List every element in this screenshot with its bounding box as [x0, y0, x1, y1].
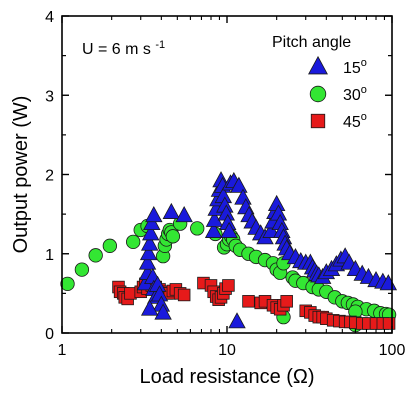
data-point-circle	[88, 248, 103, 263]
y-tick-label: 1	[45, 247, 54, 264]
legend-marker-circle	[309, 85, 327, 103]
y-tick-label: 0	[45, 326, 54, 343]
wind-speed-unit-exponent: -1	[155, 39, 165, 51]
wind-speed-text: U = 6 m s	[82, 41, 151, 58]
x-tick-label: 10	[218, 342, 236, 359]
data-point-circle	[60, 276, 75, 292]
y-axis-label: Output power (W)	[10, 96, 32, 254]
data-point-square	[242, 295, 255, 308]
data-point-triangle	[138, 253, 157, 270]
data-point-triangle	[262, 221, 280, 238]
axis-ticks	[61, 15, 393, 334]
y-tick-label: 3	[45, 88, 54, 105]
data-point-circle	[190, 221, 205, 236]
y-tick-label: 4	[45, 9, 54, 26]
series-triangle	[136, 171, 398, 329]
data-point-triangle	[228, 312, 246, 329]
data-point-triangle	[220, 221, 238, 238]
data-point-circle	[74, 262, 90, 277]
legend-label-value: 30	[343, 87, 361, 104]
wind-speed-annotation: U = 6 m s -1	[82, 39, 165, 58]
data-point-triangle	[140, 234, 159, 251]
data-point-triangle	[162, 202, 181, 219]
data-point-square	[222, 279, 235, 292]
legend-label-degree: o	[361, 111, 367, 123]
data-point-triangle	[204, 221, 223, 238]
legend-marker-triangle	[308, 55, 328, 75]
legend-title: Pitch angle	[272, 34, 351, 51]
legend-label: 45o	[343, 111, 367, 131]
x-axis-label: Load resistance (Ω)	[139, 366, 314, 388]
data-point-square	[177, 288, 191, 302]
data-point-triangle	[145, 206, 163, 223]
legend-label-degree: o	[361, 57, 367, 69]
legend-label-value: 45	[343, 114, 361, 131]
data-point-triangle	[230, 176, 248, 193]
y-tick-label: 2	[45, 168, 54, 185]
data-point-triangle	[139, 244, 158, 261]
data-point-circle	[165, 229, 181, 244]
legend-label: 30o	[343, 84, 367, 104]
data-point-circle	[102, 238, 118, 253]
legend-marker-square	[310, 113, 326, 129]
data-point-triangle	[143, 213, 161, 231]
x-tick-label: 100	[379, 342, 406, 359]
data-point-triangle	[140, 299, 159, 316]
legend-label: 15o	[343, 57, 367, 77]
data-point-triangle	[175, 206, 193, 223]
data-point-triangle	[142, 224, 160, 241]
data-marks	[60, 171, 398, 333]
legend-label-degree: o	[361, 84, 367, 96]
data-point-square	[280, 295, 293, 308]
data-point-circle	[126, 234, 141, 250]
legend-label-value: 15	[343, 60, 361, 77]
data-point-square	[382, 317, 396, 330]
data-point-triangle	[154, 303, 172, 320]
x-tick-label: 1	[58, 342, 67, 359]
